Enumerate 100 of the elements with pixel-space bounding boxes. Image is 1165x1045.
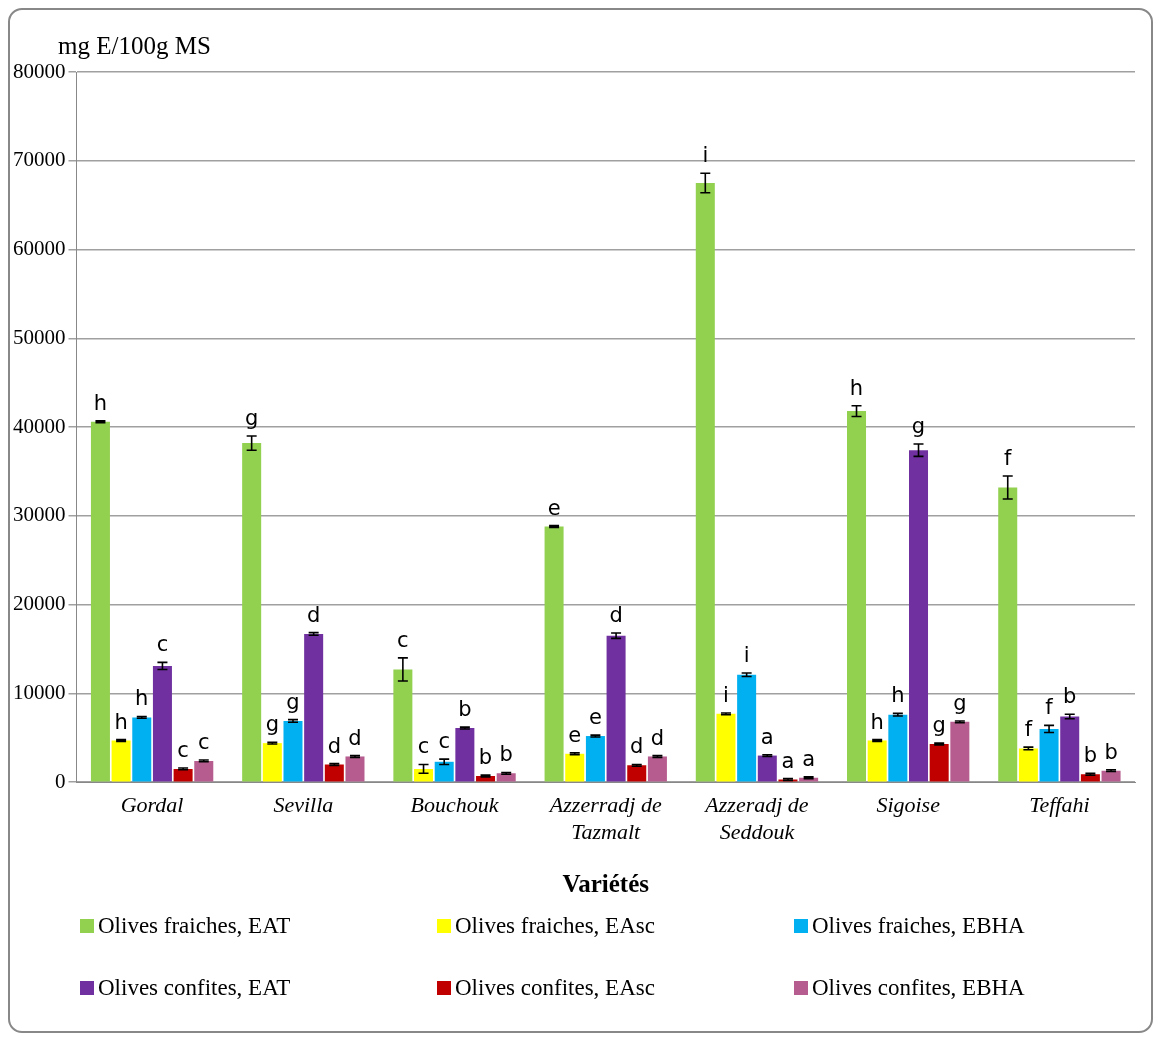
legend-label: Olives confites, EAT xyxy=(98,975,291,1001)
data-label: d xyxy=(327,733,341,758)
bar xyxy=(393,669,413,782)
bar xyxy=(304,633,324,782)
bar xyxy=(152,665,172,782)
data-label: h xyxy=(135,686,149,711)
data-label: c xyxy=(438,729,450,754)
data-label: a xyxy=(802,746,816,771)
bar xyxy=(262,743,282,782)
data-label: i xyxy=(723,682,729,707)
bar xyxy=(90,421,110,782)
bar xyxy=(111,740,131,782)
legend-label: Olives confites, EBHA xyxy=(812,975,1025,1001)
bar xyxy=(1060,716,1080,782)
data-label: c xyxy=(417,734,430,759)
data-label: d xyxy=(348,725,362,750)
x-tick-label: Sevilla xyxy=(273,792,334,818)
data-label: f xyxy=(1045,695,1054,720)
data-label: g xyxy=(286,689,300,714)
y-tick-label: 10000 xyxy=(13,679,66,704)
bar xyxy=(194,760,214,782)
bar xyxy=(242,443,262,782)
y-tick-label: 60000 xyxy=(13,236,66,261)
data-label: i xyxy=(702,143,709,168)
data-label: d xyxy=(306,602,321,627)
x-tick-label: Teffahi xyxy=(1029,792,1090,818)
data-label: h xyxy=(93,390,108,415)
bar xyxy=(544,526,564,782)
legend-label: Olives fraiches, EAsc xyxy=(455,913,655,939)
bar xyxy=(847,411,867,782)
bar xyxy=(565,753,585,782)
data-label: g xyxy=(953,690,967,715)
data-label: d xyxy=(650,725,665,750)
x-tick-label: Gordal xyxy=(120,792,184,818)
bar xyxy=(283,720,303,782)
data-label: b xyxy=(478,745,493,770)
y-tick-label: 20000 xyxy=(13,591,66,616)
bar xyxy=(950,721,970,782)
data-label: g xyxy=(244,405,259,430)
bar xyxy=(757,755,777,782)
data-label: e xyxy=(588,705,602,730)
data-label: h xyxy=(114,709,128,734)
data-label: b xyxy=(1063,684,1077,709)
bar xyxy=(324,764,344,782)
data-label: h xyxy=(870,709,884,734)
data-label: f xyxy=(1004,445,1013,470)
y-tick-label: 40000 xyxy=(13,413,66,438)
data-label: b xyxy=(499,742,513,767)
y-tick-label: 30000 xyxy=(13,502,66,527)
data-label: h xyxy=(891,683,905,708)
data-label: c xyxy=(177,737,189,762)
data-label: e xyxy=(568,722,582,747)
data-label: a xyxy=(781,748,795,773)
x-tick-label: Azzeradj de Seddouk xyxy=(703,792,809,844)
data-label: c xyxy=(397,627,409,652)
data-label: a xyxy=(760,724,774,749)
legend-label: Olives confites, EAsc xyxy=(455,975,655,1001)
bar xyxy=(1018,748,1038,782)
data-label: c xyxy=(156,632,169,657)
data-label: f xyxy=(1024,717,1033,742)
data-label: h xyxy=(849,375,864,400)
data-label: c xyxy=(198,729,210,754)
bar xyxy=(455,728,475,782)
bar xyxy=(606,635,626,782)
bar xyxy=(737,674,757,782)
y-axis-title: mg E/100g MS xyxy=(58,32,211,60)
bar xyxy=(345,756,365,782)
data-label: b xyxy=(458,697,472,722)
data-label: g xyxy=(932,713,946,738)
y-tick-label: 50000 xyxy=(13,324,66,349)
y-tick-label: 0 xyxy=(55,768,66,793)
bar xyxy=(867,740,887,782)
x-tick-label: Bouchouk xyxy=(410,792,500,818)
data-label: d xyxy=(630,734,644,759)
bar xyxy=(647,756,667,782)
bar xyxy=(888,714,908,782)
bar xyxy=(998,487,1018,782)
bar xyxy=(434,761,454,782)
legend-label: Olives fraiches, EBHA xyxy=(812,913,1025,939)
x-tick-label: Azzerradj de Tazmalt xyxy=(547,792,662,844)
bar xyxy=(132,717,152,782)
bar xyxy=(627,765,647,782)
bar xyxy=(929,744,949,782)
bar xyxy=(909,450,929,782)
data-label: i xyxy=(743,642,750,667)
data-label: e xyxy=(547,495,561,520)
data-label: b xyxy=(1083,743,1098,768)
y-tick-label: 80000 xyxy=(13,58,66,83)
legend-label: Olives fraiches, EAT xyxy=(98,913,291,939)
x-axis-title: Variétés xyxy=(562,870,650,898)
bar xyxy=(585,736,605,782)
bar xyxy=(695,182,715,782)
y-tick-label: 70000 xyxy=(13,147,66,172)
data-label: d xyxy=(609,603,623,628)
data-label: g xyxy=(911,413,926,438)
data-label: g xyxy=(265,712,279,737)
bar xyxy=(716,713,736,782)
data-label: b xyxy=(1104,739,1118,764)
bar xyxy=(1039,728,1059,782)
bar xyxy=(414,768,434,782)
